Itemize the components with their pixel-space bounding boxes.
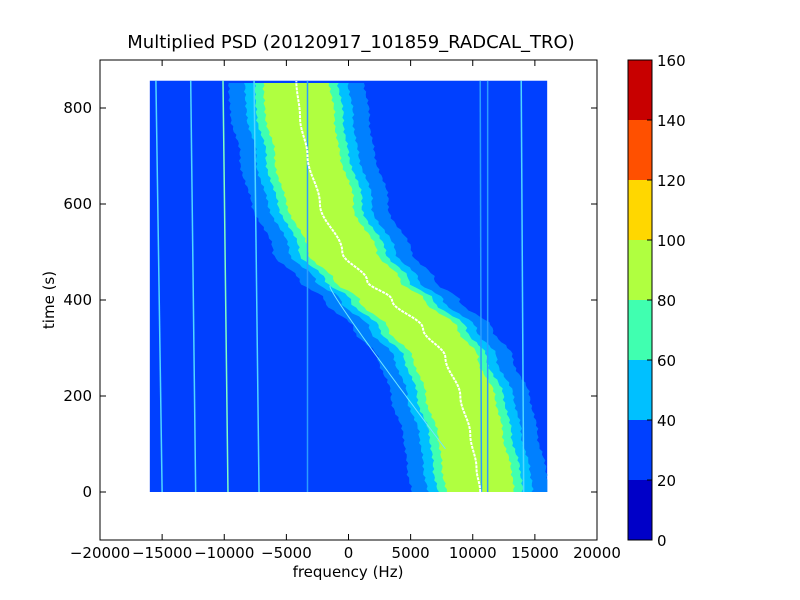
colorbar-tick-label: 60 [657,352,676,370]
x-tick-label: −15000 [132,544,192,562]
x-tick-label: −10000 [194,544,254,562]
y-tick-label: 400 [63,291,92,309]
x-axis-ticks: −20000 −15000 −10000 −5000 0 5000 10000 15000 20… [70,60,621,562]
colorbar-segment [628,60,652,120]
signal-band [262,83,515,492]
colorbar-segment [628,420,652,480]
spectral-line [479,80,483,492]
colorbar-tick-label: 0 [657,532,667,550]
x-tick-label: 15000 [511,544,559,562]
colorbar-tick-label: 40 [657,412,676,430]
colorbar-tick-label: 140 [657,112,686,130]
x-tick-label: 5000 [392,544,430,562]
colorbar-tick-label: 100 [657,232,686,250]
colorbar-tick-label: 120 [657,172,686,190]
colorbar-segment [628,360,652,420]
colorbar-tick-label: 80 [657,292,676,310]
x-tick-label: −5000 [261,544,312,562]
y-tick-label: 600 [63,195,92,213]
y-tick-label: 0 [82,483,92,501]
spectral-line [222,80,229,492]
x-tick-label: 0 [344,544,354,562]
y-tick-label: 800 [63,99,92,117]
colorbar-segment [628,120,652,180]
signal-trace [295,81,482,492]
spectral-line [253,80,260,492]
x-tick-label: 10000 [449,544,497,562]
y-tick-label: 200 [63,387,92,405]
colorbar-tick-label: 160 [657,52,686,70]
plot-area: −20000 −15000 −10000 −5000 0 5000 10000 15000 20… [63,59,621,562]
colorbar-segment [628,300,652,360]
colorbar-segment [628,480,652,540]
colorbar: 0 20 40 60 80 100 120 140 160 [627,52,686,550]
x-tick-label: −20000 [70,544,130,562]
spectral-line [520,80,525,492]
x-tick-label: 20000 [573,544,621,562]
colorbar-segment [628,180,652,240]
colorbar-tick-label: 20 [657,472,676,490]
colorbar-segment [628,240,652,300]
chart-title: Multiplied PSD (20120917_101859_RADCAL_T… [127,32,574,53]
y-axis-ticks: 0 200 400 600 800 [63,99,597,501]
heatmap [149,80,548,492]
secondary-trace [329,285,446,450]
x-axis-label: frequency (Hz) [293,563,404,581]
spectral-line [155,80,163,492]
y-axis-label: time (s) [40,271,58,329]
spectral-line [189,80,197,492]
